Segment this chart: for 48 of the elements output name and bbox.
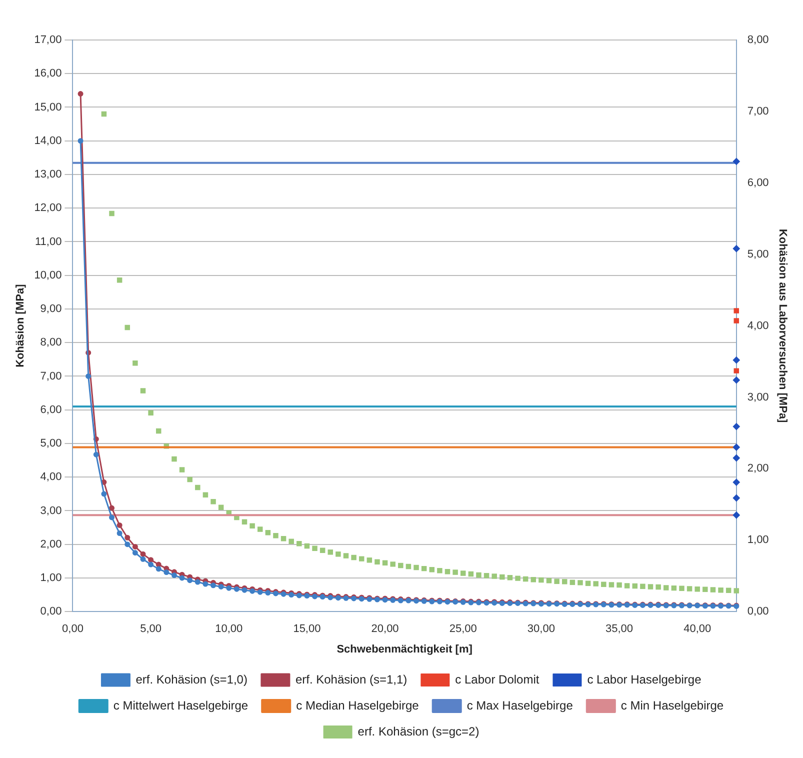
legend-label: c Labor Dolomit: [455, 672, 540, 686]
y-tick-label: 7,00: [40, 370, 62, 382]
y-tick-label: 11,00: [35, 236, 62, 248]
y2-tick-label: 0,00: [747, 606, 769, 618]
y2-tick-label: 4,00: [747, 320, 769, 332]
x-tick-label: 40,00: [684, 623, 712, 636]
y2-tick-label: 7,00: [747, 105, 769, 118]
y2-tick-label: 5,00: [747, 248, 769, 260]
y-tick-label: 14,00: [34, 134, 62, 147]
x-tick-label: 0,00: [62, 623, 84, 636]
y2-tick-label: 6,00: [747, 176, 769, 189]
y2-tick-label: 8,00: [747, 34, 769, 46]
y-axis-title: Kohäsion [MPa]: [14, 284, 27, 368]
y-tick-label: 16,00: [34, 68, 62, 80]
legend-label: c Mittelwert Haselgebirge: [113, 698, 248, 712]
y-tick-label: 0,00: [40, 606, 62, 618]
y-tick-label: 15,00: [34, 101, 62, 114]
y-tick-label: 4,00: [40, 471, 62, 484]
x-tick-label: 5,00: [140, 623, 162, 636]
y-tick-label: 17,00: [34, 34, 62, 46]
legend-label: erf. Kohäsion (s=gc=2): [358, 724, 480, 738]
y2-tick-label: 3,00: [747, 391, 769, 404]
y-tick-label: 1,00: [40, 572, 62, 584]
y-tick-label: 12,00: [34, 202, 62, 214]
y2-tick-label: 1,00: [747, 534, 769, 546]
y-tick-label: 6,00: [40, 404, 62, 416]
x-tick-label: 35,00: [606, 623, 634, 636]
y-tick-label: 3,00: [40, 504, 62, 517]
y-tick-label: 8,00: [40, 336, 62, 349]
y-tick-label: 2,00: [40, 538, 62, 550]
x-tick-label: 10,00: [215, 623, 243, 636]
x-tick-label: 25,00: [449, 623, 477, 636]
legend-label: erf. Kohäsion (s=1,0): [136, 672, 248, 686]
y-tick-label: 13,00: [34, 168, 62, 181]
x-tick-label: 20,00: [371, 623, 399, 636]
legend-label: c Min Haselgebirge: [620, 698, 724, 712]
y-tick-label: 10,00: [34, 269, 62, 282]
x-tick-label: 15,00: [293, 623, 321, 636]
y2-axis-title: Kohäsion aus Laborversuchen [MPa]: [776, 228, 788, 424]
y2-tick-label: 2,00: [747, 462, 769, 475]
legend-label: c Labor Haselgebirge: [587, 672, 702, 686]
y-tick-label: 5,00: [40, 438, 62, 450]
legend-label: erf. Kohäsion (s=1,1): [295, 672, 408, 686]
legend-label: c Median Haselgebirge: [296, 698, 420, 712]
x-tick-label: 30,00: [527, 623, 555, 636]
y-tick-label: 9,00: [40, 303, 62, 316]
x-axis-title: Schwebenmächtigkeit [m]: [336, 643, 473, 656]
legend-label: c Max Haselgebirge: [466, 698, 574, 712]
